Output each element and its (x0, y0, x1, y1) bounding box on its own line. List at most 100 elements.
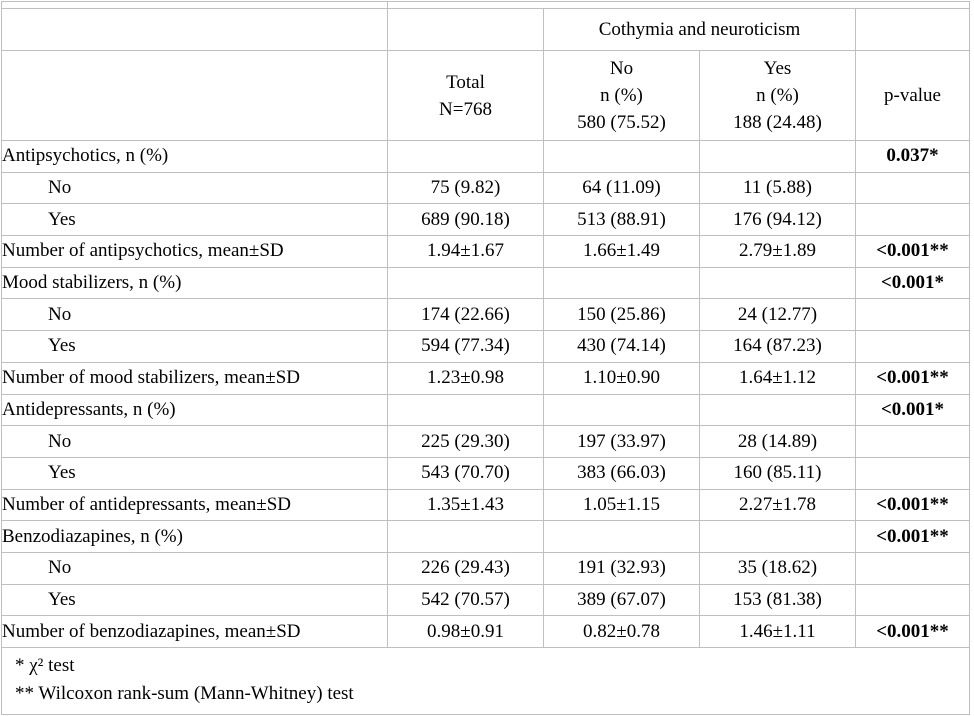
row-label: Yes (1, 330, 388, 363)
table-row: Yes 542 (70.57) 389 (67.07) 153 (81.38) (1, 583, 970, 617)
cell-total: 1.94±1.67 (387, 235, 544, 268)
empty-header-cell (387, 8, 544, 51)
cell-no (543, 393, 700, 427)
column-header-pvalue: p-value (855, 50, 970, 141)
cell-yes (699, 393, 856, 427)
cell-pvalue: <0.001** (855, 520, 970, 553)
table-row: Benzodiazapines, n (%) <0.001** (1, 520, 970, 553)
cell-yes: 176 (94.12) (699, 203, 856, 237)
cell-pvalue (855, 456, 970, 490)
cell-no (543, 520, 700, 553)
row-label: Antipsychotics, n (%) (1, 140, 388, 173)
cell-pvalue (855, 330, 970, 363)
cell-pvalue (855, 298, 970, 332)
table-row: No 174 (22.66) 150 (25.86) 24 (12.77) (1, 298, 970, 332)
table-row: No 75 (9.82) 64 (11.09) 11 (5.88) (1, 171, 970, 205)
table-row: Mood stabilizers, n (%) <0.001* (1, 266, 970, 300)
cell-pvalue: <0.001** (855, 361, 970, 395)
cell-total: 226 (29.43) (387, 551, 544, 585)
row-label: Number of antipsychotics, mean±SD (1, 235, 388, 268)
cell-yes: 35 (18.62) (699, 551, 856, 585)
empty-header-cell (855, 8, 970, 51)
cell-total: 225 (29.30) (387, 425, 544, 458)
cell-pvalue (855, 551, 970, 585)
column-header-row: Total N=768 No n (%) 580 (75.52) Yes n (… (1, 50, 970, 141)
cell-no: 389 (67.07) (543, 583, 700, 617)
cell-yes (699, 140, 856, 173)
cell-no (543, 266, 700, 300)
group-header-cell: Cothymia and neuroticism (543, 8, 856, 51)
row-label: No (1, 171, 388, 205)
cell-no (543, 140, 700, 173)
cell-yes: 28 (14.89) (699, 425, 856, 458)
table-row: Number of antidepressants, mean±SD 1.35±1… (1, 488, 970, 522)
cell-no: 0.82±0.78 (543, 615, 700, 648)
row-label: No (1, 425, 388, 458)
cell-no: 430 (74.14) (543, 330, 700, 363)
empty-header-cell (1, 50, 388, 141)
row-label: Number of benzodiazapines, mean±SD (1, 615, 388, 648)
cell-pvalue: 0.037* (855, 140, 970, 173)
column-header-yes: Yes n (%) 188 (24.48) (699, 50, 856, 141)
cell-yes: 1.64±1.12 (699, 361, 856, 395)
table-row: Antidepressants, n (%) <0.001* (1, 393, 970, 427)
table-row: No 225 (29.30) 197 (33.97) 28 (14.89) (1, 425, 970, 458)
cell-yes: 153 (81.38) (699, 583, 856, 617)
column-header-total: Total N=768 (387, 50, 544, 141)
cell-pvalue (855, 171, 970, 205)
footnote-row: * χ² test ** Wilcoxon rank-sum (Mann-Whi… (1, 647, 970, 715)
column-header-no: No n (%) 580 (75.52) (543, 50, 700, 141)
group-header-row: Cothymia and neuroticism (1, 8, 970, 51)
cell-total: 542 (70.57) (387, 583, 544, 617)
cell-pvalue: <0.001** (855, 615, 970, 648)
cell-no: 1.66±1.49 (543, 235, 700, 268)
cell-yes: 2.79±1.89 (699, 235, 856, 268)
cell-no: 64 (11.09) (543, 171, 700, 205)
row-label: Benzodiazapines, n (%) (1, 520, 388, 553)
cell-total: 594 (77.34) (387, 330, 544, 363)
cell-no: 1.10±0.90 (543, 361, 700, 395)
cell-total: 174 (22.66) (387, 298, 544, 332)
cell-yes: 164 (87.23) (699, 330, 856, 363)
cell-total: 1.35±1.43 (387, 488, 544, 522)
cell-yes: 160 (85.11) (699, 456, 856, 490)
row-label: Number of mood stabilizers, mean±SD (1, 361, 388, 395)
cell-total: 0.98±0.91 (387, 615, 544, 648)
table-row: No 226 (29.43) 191 (32.93) 35 (18.62) (1, 551, 970, 585)
table-row: Antipsychotics, n (%) 0.037* (1, 140, 970, 173)
cell-pvalue (855, 583, 970, 617)
cell-yes (699, 266, 856, 300)
cell-total (387, 140, 544, 173)
cell-yes: 1.46±1.11 (699, 615, 856, 648)
cell-total (387, 393, 544, 427)
sliver-cell-right (387, 1, 970, 9)
cell-pvalue: <0.001* (855, 393, 970, 427)
cell-yes: 2.27±1.78 (699, 488, 856, 522)
cell-pvalue: <0.001** (855, 235, 970, 268)
footnote-chi-square: * χ² test (15, 655, 75, 676)
table-row: Yes 594 (77.34) 430 (74.14) 164 (87.23) (1, 330, 970, 363)
table-row: Yes 689 (90.18) 513 (88.91) 176 (94.12) (1, 203, 970, 237)
row-label: Yes (1, 583, 388, 617)
cell-total (387, 520, 544, 553)
sliver-cell-left (1, 1, 388, 9)
row-label: Mood stabilizers, n (%) (1, 266, 388, 300)
cell-total: 75 (9.82) (387, 171, 544, 205)
table-row: Yes 543 (70.70) 383 (66.03) 160 (85.11) (1, 456, 970, 490)
table-row: Number of benzodiazapines, mean±SD 0.98±0… (1, 615, 970, 648)
cell-no: 191 (32.93) (543, 551, 700, 585)
footnote-cell: * χ² test ** Wilcoxon rank-sum (Mann-Whi… (1, 647, 970, 715)
row-label: No (1, 298, 388, 332)
cell-total: 689 (90.18) (387, 203, 544, 237)
table-body: Antipsychotics, n (%) 0.037* No 75 (9.82) 64… (1, 140, 970, 648)
cell-pvalue: <0.001* (855, 266, 970, 300)
cell-pvalue (855, 425, 970, 458)
cell-yes: 24 (12.77) (699, 298, 856, 332)
cell-pvalue (855, 203, 970, 237)
cell-no: 150 (25.86) (543, 298, 700, 332)
table-row: Number of mood stabilizers, mean±SD 1.23±… (1, 361, 970, 395)
cell-yes: 11 (5.88) (699, 171, 856, 205)
cell-no: 197 (33.97) (543, 425, 700, 458)
